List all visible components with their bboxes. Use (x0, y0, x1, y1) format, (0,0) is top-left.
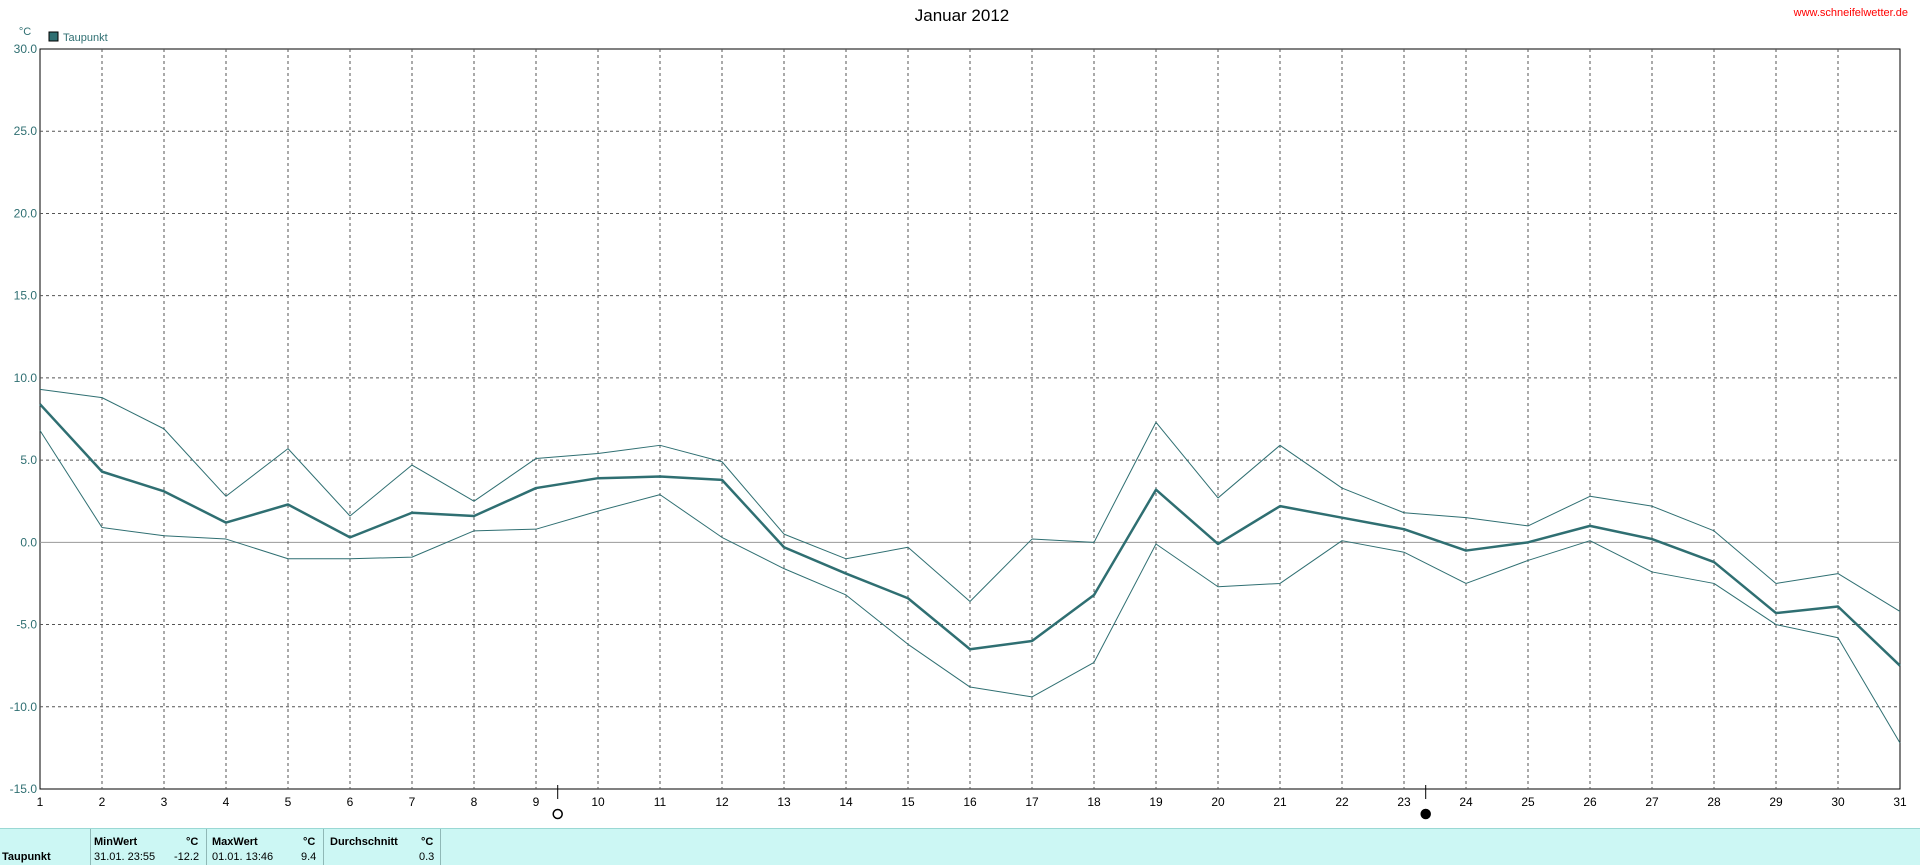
x-tick-label: 7 (409, 795, 416, 809)
x-tick-label: 14 (839, 795, 853, 809)
y-tick-label: 25.0 (14, 124, 38, 138)
dewpoint-chart: Januar 2012 www.schneifelwetter.de °C Ta… (10, 6, 1908, 820)
x-tick-label: 4 (223, 795, 230, 809)
x-tick-label: 6 (347, 795, 354, 809)
max-value: 9.4 (301, 851, 317, 863)
series-layer (39, 388, 1901, 744)
summary-row-label: Taupunkt (2, 851, 51, 863)
x-tick-label: 31 (1893, 795, 1907, 809)
y-tick-label: 10.0 (14, 371, 38, 385)
y-tick-label: 5.0 (20, 453, 37, 467)
y-axis-unit: °C (19, 26, 31, 38)
x-tick-label: 10 (591, 795, 605, 809)
x-tick-label: 18 (1087, 795, 1101, 809)
max-time: 01.01. 13:46 (212, 851, 274, 863)
x-tick-label: 25 (1521, 795, 1535, 809)
y-tick-label: -10.0 (10, 700, 38, 714)
x-tick-label: 22 (1335, 795, 1349, 809)
x-tick-label: 17 (1025, 795, 1039, 809)
x-tick-label: 27 (1645, 795, 1659, 809)
x-tick-label: 23 (1397, 795, 1411, 809)
x-tick-label: 26 (1583, 795, 1597, 809)
x-tick-label: 30 (1831, 795, 1845, 809)
avg-unit: °C (421, 836, 434, 848)
moon-marker-layer (552, 785, 1431, 820)
series-line-min (39, 430, 1901, 744)
x-tick-label: 1 (37, 795, 44, 809)
avg-header: Durchschnitt (330, 836, 398, 848)
x-tick-label: 13 (777, 795, 791, 809)
x-tick-label: 12 (715, 795, 729, 809)
x-tick-label: 3 (161, 795, 168, 809)
full-moon-icon (552, 808, 563, 820)
series-line-max (39, 388, 1901, 612)
legend-swatch (48, 31, 59, 42)
min-value: -12.2 (174, 851, 200, 863)
chart-title: Januar 2012 (915, 6, 1010, 25)
x-tick-label: 8 (471, 795, 478, 809)
y-tick-label: 30.0 (14, 42, 38, 56)
y-tick-label: 0.0 (20, 535, 37, 549)
x-tick-label: 2 (99, 795, 106, 809)
y-tick-label: 15.0 (14, 289, 38, 303)
source-link[interactable]: www.schneifelwetter.de (1793, 7, 1908, 19)
tick-layer: 30.0 25.0 20.0 15.0 10.0 5.0 0.0 -5.0 -10.0 -15.0… (10, 42, 1907, 809)
x-tick-label: 16 (963, 795, 977, 809)
y-tick-label: 20.0 (14, 206, 38, 220)
min-time: 31.01. 23:55 (94, 851, 156, 863)
summary-table: Taupunkt MinWert °C 31.01. 23:55 -12.2 M… (0, 828, 1920, 865)
y-tick-label: -15.0 (10, 782, 38, 796)
legend-label: Taupunkt (63, 32, 108, 44)
new-moon-icon (1420, 808, 1431, 820)
min-unit: °C (186, 836, 199, 848)
max-unit: °C (303, 836, 316, 848)
x-tick-label: 20 (1211, 795, 1225, 809)
x-tick-label: 5 (285, 795, 292, 809)
x-tick-label: 28 (1707, 795, 1721, 809)
x-tick-label: 9 (533, 795, 540, 809)
x-tick-label: 19 (1149, 795, 1163, 809)
x-tick-label: 15 (901, 795, 915, 809)
min-header: MinWert (94, 836, 138, 848)
avg-value: 0.3 (419, 851, 435, 863)
y-tick-label: -5.0 (16, 618, 37, 632)
x-tick-label: 29 (1769, 795, 1783, 809)
x-tick-label: 21 (1273, 795, 1287, 809)
series-line-mean (39, 403, 1901, 667)
x-tick-label: 24 (1459, 795, 1473, 809)
max-header: MaxWert (212, 836, 258, 848)
grid-layer (40, 49, 1900, 789)
x-tick-label: 11 (654, 795, 667, 809)
